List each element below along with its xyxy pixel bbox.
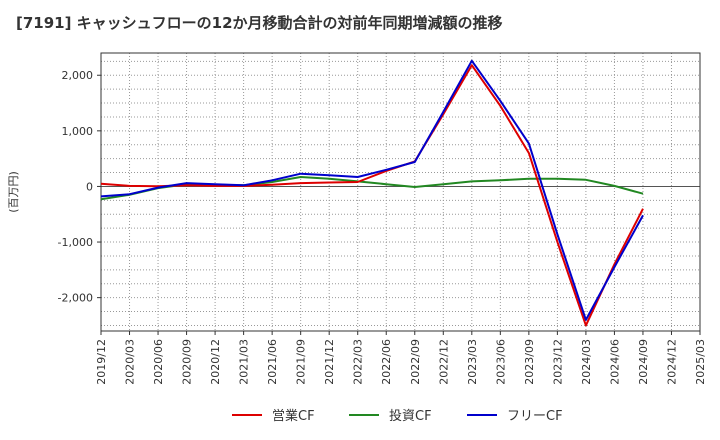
legend-label: 投資CF — [389, 408, 432, 424]
y-tick-label: -1,000 — [58, 236, 93, 249]
x-tick-label: 2022/12 — [437, 339, 450, 385]
plot-area — [101, 53, 700, 331]
y-tick-label: -2,000 — [58, 292, 93, 305]
x-tick-label: 2025/03 — [694, 339, 707, 385]
x-tick-label: 2024/06 — [608, 339, 621, 385]
series-line-investing-cf — [100, 176, 644, 201]
x-tick-label: 2024/09 — [637, 339, 650, 385]
x-tick-label: 2021/03 — [238, 339, 251, 385]
x-tick-label: 2022/03 — [352, 339, 365, 385]
series-line-operating-cf — [100, 64, 644, 327]
x-tick-label: 2022/06 — [380, 339, 393, 385]
x-tick-label: 2019/12 — [95, 339, 108, 385]
x-tick-label: 2020/03 — [124, 339, 137, 385]
y-tick-label: 1,000 — [62, 125, 94, 138]
x-tick-label: 2023/03 — [466, 339, 479, 385]
grid-layer — [100, 53, 701, 331]
y-tick-label: 2,000 — [62, 69, 94, 82]
y-tick-label: 0 — [86, 180, 93, 193]
x-tick-label: 2023/06 — [494, 339, 507, 385]
x-tick-label: 2021/12 — [323, 339, 336, 385]
legend-label: フリーCF — [507, 409, 563, 424]
plot-frame — [100, 52, 701, 332]
legend-label: 営業CF — [272, 408, 315, 424]
x-tick-label: 2020/09 — [181, 339, 194, 385]
x-tick-label: 2024/12 — [665, 339, 678, 385]
x-tick-label: 2024/03 — [580, 339, 593, 385]
y-axis-label: (百万円) — [7, 171, 20, 213]
x-tick-label: 2020/06 — [152, 339, 165, 385]
x-tick-label: 2023/12 — [551, 339, 564, 385]
series-line-free-cf — [100, 59, 644, 321]
x-tick-label: 2020/12 — [209, 339, 222, 385]
x-tick-label: 2021/06 — [266, 339, 279, 385]
x-tick-label: 2023/09 — [523, 339, 536, 385]
chart-title: [7191] キャッシュフローの12か月移動合計の対前年同期増減額の推移 — [16, 14, 503, 32]
series-layer — [100, 59, 644, 327]
axis-layer: -2,000 -1,000 0 1,000 2,000 (百万円) 2019/12 2020/… — [7, 52, 707, 385]
x-tick-label: 2021/09 — [295, 339, 308, 385]
legend: 営業CF 投資CF フリーCF — [232, 408, 563, 424]
x-tick-label: 2022/09 — [409, 339, 422, 385]
